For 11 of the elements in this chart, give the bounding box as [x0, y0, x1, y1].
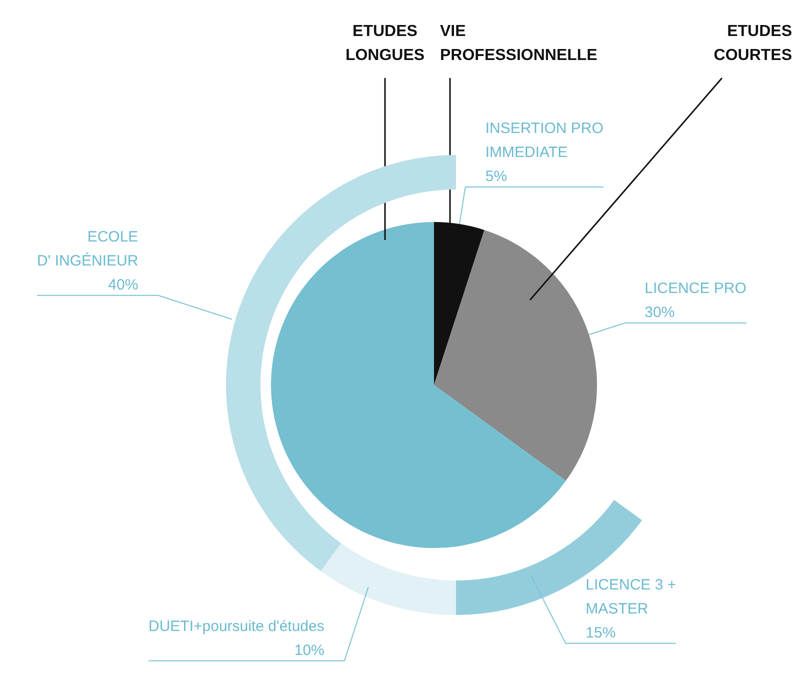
- slice-label: DUETI+poursuite d'études: [148, 618, 324, 635]
- data-label: 15%: [586, 624, 616, 642]
- slice-label: ETUDES LONGUES: [345, 23, 425, 64]
- slice-label: LICENCE 3 + MASTER: [586, 576, 676, 618]
- slice-label: ECOLE D' INGÉNIEUR: [36, 228, 138, 270]
- slice-label: VIE PROFESSIONNELLE: [440, 23, 598, 64]
- text: INSERTION PRO IMMEDIATE 5%: [485, 120, 604, 185]
- data-label: 10%: [294, 642, 324, 659]
- text: LICENCE PRO 30%: [644, 280, 746, 322]
- data-label: 40%: [108, 276, 138, 294]
- slice-label: ETUDES COURTES: [714, 23, 792, 64]
